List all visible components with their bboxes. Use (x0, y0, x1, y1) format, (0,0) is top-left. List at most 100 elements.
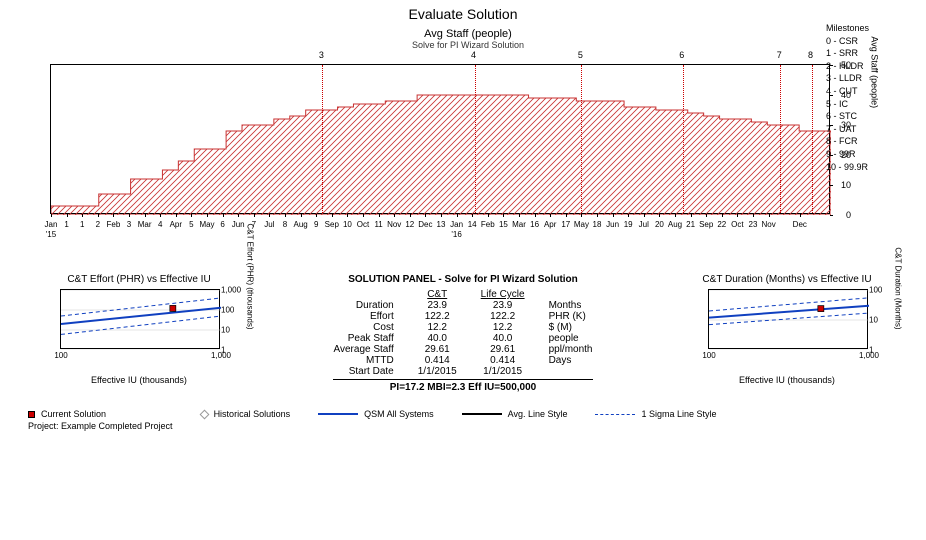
xtick-secondary: 5 (189, 220, 193, 229)
table-cell: 12.2 (469, 322, 537, 333)
milestone-label: 6 (679, 50, 684, 60)
mini-ytick: 1,000 (219, 286, 241, 295)
xtick-secondary: 9 (314, 220, 318, 229)
xtick-secondary: 6 (220, 220, 224, 229)
xtick-secondary: 19 (624, 220, 633, 229)
table-cell: Start Date (322, 366, 406, 377)
milestone-label: 3 (319, 50, 324, 60)
y-axis-right-label: Avg Staff (people) (870, 36, 880, 108)
table-cell: Days (537, 355, 605, 366)
mini-left-ylabel: C&T Effort (PHR) (thousands) (246, 224, 255, 330)
ytick-label: 0 (846, 210, 851, 220)
milestone-label: 7 (777, 50, 782, 60)
black-line-icon (462, 413, 502, 415)
xtick-label: Mar (138, 220, 152, 229)
xtick-label: Jul (264, 220, 274, 229)
xtick-year: '16 (451, 230, 461, 239)
bottom-row: C&T Effort (PHR) vs Effective IU 1101001… (24, 274, 902, 393)
milestone-item: 7 - UAT (826, 123, 869, 136)
milestone-label: 4 (471, 50, 476, 60)
mini-ytick: 10 (867, 316, 878, 325)
milestone-item: 1 - SRR (826, 47, 869, 60)
milestone-item: 0 - CSR (826, 35, 869, 48)
milestone-line (322, 65, 323, 213)
xtick-secondary: 8 (283, 220, 287, 229)
table-cell: Duration (322, 300, 406, 311)
table-cell: people (537, 333, 605, 344)
solution-table: C&TLife CycleDuration23.923.9MonthsEffor… (322, 289, 605, 377)
xtick-label: Dec (793, 220, 807, 229)
xtick-secondary: 23 (749, 220, 758, 229)
milestone-item: 9 - 99R (826, 148, 869, 161)
table-cell: 1/1/2015 (469, 366, 537, 377)
solution-panel-title: SOLUTION PANEL - Solve for PI Wizard Sol… (303, 274, 623, 285)
table-cell: ppl/month (537, 344, 605, 355)
xtick-secondary: 3 (127, 220, 131, 229)
main-chart: Avg Staff (people) 01020304050 Jan'15112… (50, 50, 830, 240)
table-cell: Peak Staff (322, 333, 406, 344)
solution-panel: SOLUTION PANEL - Solve for PI Wizard Sol… (303, 274, 623, 393)
legend-current-label: Current Solution (41, 409, 106, 419)
mini-xtick: 1,000 (211, 351, 231, 360)
legend-project: Project: Example Completed Project (28, 421, 173, 431)
milestone-item: 10 - 99.9R (826, 161, 869, 174)
xtick-label: May (574, 220, 589, 229)
milestone-item: 6 - STC (826, 110, 869, 123)
table-cell (537, 366, 605, 377)
table-header (322, 289, 406, 300)
milestone-label: 5 (578, 50, 583, 60)
xtick-label: Jun (232, 220, 245, 229)
table-cell: Months (537, 300, 605, 311)
mini-xtick: 100 (54, 351, 67, 360)
xtick-secondary: 20 (655, 220, 664, 229)
table-row: Peak Staff40.040.0people (322, 333, 605, 344)
milestone-line (780, 65, 781, 213)
table-cell: 122.2 (406, 311, 469, 322)
legend-qsm-label: QSM All Systems (364, 409, 434, 419)
xtick-label: Aug (293, 220, 307, 229)
table-cell: 40.0 (406, 333, 469, 344)
ytick-label: 10 (841, 180, 851, 190)
legend-historical-label: Historical Solutions (214, 409, 291, 419)
main-chart-title: Avg Staff (people) (30, 28, 906, 40)
xtick-secondary: 14 (468, 220, 477, 229)
diamond-icon (199, 409, 209, 419)
legend-sigma: 1 Sigma Line Style (595, 409, 716, 419)
legend-historical: Historical Solutions (201, 409, 291, 419)
xtick-label: Jul (639, 220, 649, 229)
mini-chart-left: C&T Effort (PHR) vs Effective IU 1101001… (24, 274, 254, 393)
table-row: Average Staff29.6129.61ppl/month (322, 344, 605, 355)
table-cell: 0.414 (406, 355, 469, 366)
table-row: MTTD0.4140.414Days (322, 355, 605, 366)
xtick-label: Oct (357, 220, 369, 229)
xtick-secondary: 17 (561, 220, 570, 229)
xtick-secondary: 11 (374, 220, 382, 229)
mini-right-title: C&T Duration (Months) vs Effective IU (672, 274, 902, 285)
table-row: Effort122.2122.2PHR (K) (322, 311, 605, 322)
xtick-secondary: 18 (593, 220, 602, 229)
table-cell: 29.61 (406, 344, 469, 355)
table-cell: Average Staff (322, 344, 406, 355)
table-row: Cost12.212.2$ (M) (322, 322, 605, 333)
xtick-label: Nov (387, 220, 401, 229)
xtick-label: Sep (699, 220, 713, 229)
red-square-icon (28, 411, 35, 418)
mini-xtick: 100 (702, 351, 715, 360)
table-cell: 122.2 (469, 311, 537, 322)
table-header (537, 289, 605, 300)
table-cell: MTTD (322, 355, 406, 366)
table-cell: $ (M) (537, 322, 605, 333)
legend-avg-label: Avg. Line Style (508, 409, 568, 419)
milestone-line (683, 65, 684, 213)
table-header: C&T (406, 289, 469, 300)
xtick-label: Feb (481, 220, 495, 229)
legend: Current Solution Project: Example Comple… (28, 409, 898, 431)
table-cell: 23.9 (469, 300, 537, 311)
mini-ytick: 100 (219, 306, 234, 315)
milestone-line (475, 65, 476, 213)
mini-right-xlabel: Effective IU (thousands) (672, 375, 902, 385)
legend-sigma-label: 1 Sigma Line Style (641, 409, 716, 419)
mini-right-plot: 1101001001,000 (708, 289, 868, 349)
xtick-label: Apr (170, 220, 182, 229)
xtick-label: Jun (606, 220, 619, 229)
